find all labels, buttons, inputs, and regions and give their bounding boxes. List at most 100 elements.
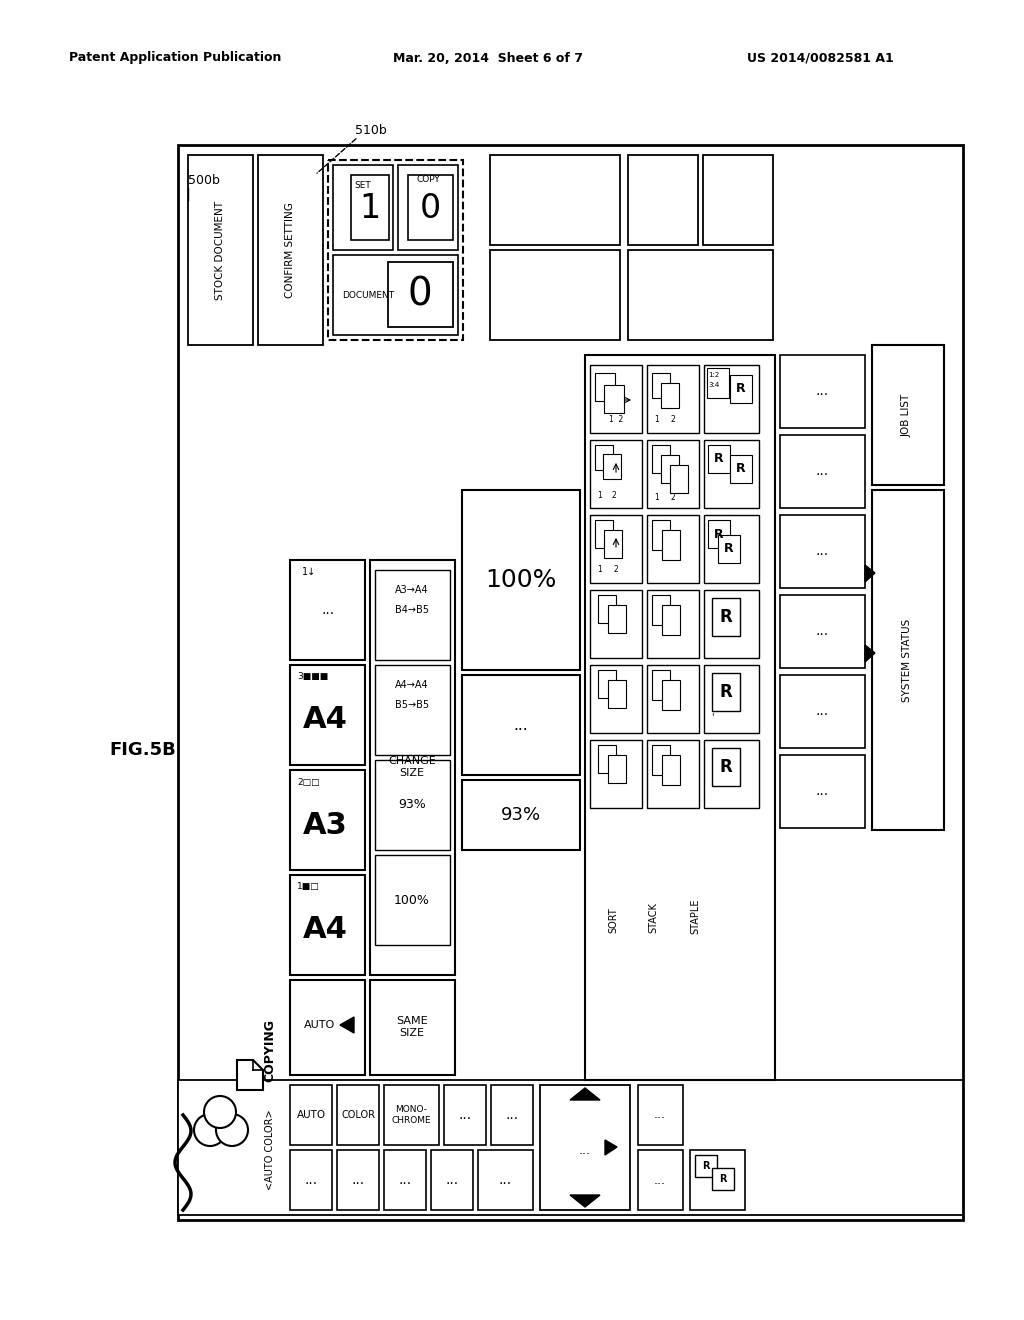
Bar [462,780,580,850]
Bar [662,605,680,635]
Text: 1: 1 [598,491,602,499]
Bar [662,755,680,785]
Bar [590,590,642,657]
Text: R: R [736,462,745,475]
Bar [662,455,679,483]
Bar [444,1085,486,1144]
Bar [595,520,613,548]
Bar [705,440,759,508]
Bar [647,741,699,808]
Bar [718,535,740,564]
Bar [585,355,775,1080]
Bar [695,1155,717,1177]
Text: SYSTEM STATUS: SYSTEM STATUS [902,618,912,702]
Bar [647,366,699,433]
Polygon shape [237,1060,263,1090]
Bar [628,154,698,246]
Polygon shape [340,1016,354,1034]
Bar [337,1085,379,1144]
Text: R: R [724,543,734,556]
Bar [462,675,580,775]
Text: 3■■■: 3■■■ [297,672,329,681]
Text: ...: ... [506,1107,518,1122]
Text: 3:4: 3:4 [709,381,720,388]
Text: ...: ... [322,603,335,616]
Bar [652,445,670,473]
Bar [628,249,773,341]
Bar [333,165,393,249]
Text: SET: SET [354,181,372,190]
Bar [705,366,759,433]
Bar [780,515,865,587]
Bar [490,154,620,246]
Polygon shape [570,1088,600,1100]
Text: ...: ... [445,1173,459,1187]
Bar [712,1168,734,1191]
Bar [388,261,453,327]
Text: DOCUMENT: DOCUMENT [342,290,394,300]
Text: Patent Application Publication: Patent Application Publication [69,51,282,65]
Bar [652,671,670,700]
Bar [590,515,642,583]
Bar [328,160,463,341]
Bar [872,490,944,830]
Text: R: R [720,609,732,626]
Text: ...: ... [654,1109,666,1122]
Bar [375,570,450,660]
Bar [590,366,642,433]
Text: 0: 0 [420,191,440,224]
Text: STAPLE: STAPLE [690,898,700,933]
Text: ...: ... [398,1173,412,1187]
Text: R: R [714,453,724,466]
Bar [188,154,253,345]
Text: R: R [702,1162,710,1171]
Circle shape [216,1114,248,1146]
Bar [590,665,642,733]
Text: ...: ... [654,1173,666,1187]
Bar [478,1150,534,1210]
Text: AUTO: AUTO [296,1110,326,1119]
Bar [712,598,740,636]
Bar [608,755,626,783]
Text: 93%: 93% [398,799,426,812]
Bar [872,345,944,484]
Polygon shape [605,1140,617,1155]
Bar [333,255,458,335]
Bar [604,531,622,558]
Bar [652,595,670,624]
Bar [730,375,752,403]
Bar [384,1150,426,1210]
Bar [662,531,680,560]
Text: 2: 2 [613,565,618,574]
Text: FIG.5B: FIG.5B [110,741,176,759]
Bar [590,741,642,808]
Bar [375,855,450,945]
Text: 2□□: 2□□ [297,777,319,787]
Text: ...: ... [304,1173,317,1187]
Circle shape [204,1096,236,1129]
Text: SAME
SIZE: SAME SIZE [396,1016,428,1038]
Bar [540,1085,630,1210]
Text: 0: 0 [408,276,432,314]
Text: A3: A3 [303,810,347,840]
Bar [608,605,626,634]
Polygon shape [865,565,874,582]
Text: 500b: 500b [188,173,220,186]
Bar [652,374,670,399]
Bar [647,590,699,657]
Bar [703,154,773,246]
Text: ...: ... [815,624,828,638]
Text: 1: 1 [654,416,659,425]
Bar [780,755,865,828]
Text: ...: ... [351,1173,365,1187]
Bar [603,454,621,479]
Bar [290,665,365,766]
Bar [370,979,455,1074]
Text: B5→B5: B5→B5 [395,700,429,710]
Bar [647,440,699,508]
Bar [490,1085,534,1144]
Text: 1■□: 1■□ [297,883,319,891]
Text: ...: ... [815,384,828,399]
Text: R: R [720,758,732,776]
Text: B4→B5: B4→B5 [395,605,429,615]
